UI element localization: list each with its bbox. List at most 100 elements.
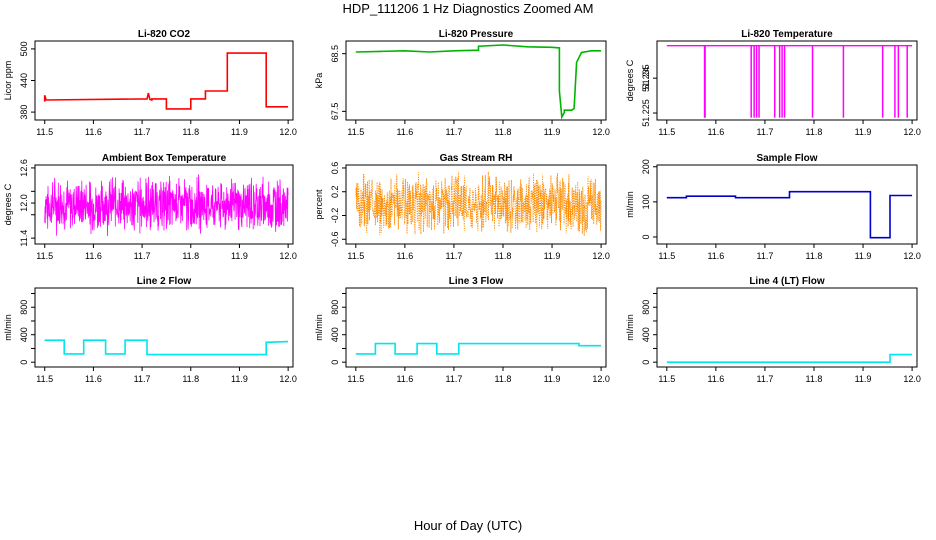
x-tick-label: 11.5 bbox=[347, 251, 364, 261]
x-tick-label: 11.5 bbox=[36, 251, 53, 261]
y-tick-label: 380 bbox=[19, 105, 29, 120]
x-tick-label: 11.7 bbox=[445, 251, 462, 261]
series-line3 bbox=[355, 342, 602, 355]
x-tick-label: 11.9 bbox=[231, 127, 248, 137]
y-tick-label: 67.5 bbox=[330, 103, 340, 121]
series-line bbox=[355, 44, 602, 120]
series-line2 bbox=[44, 339, 289, 356]
y-tick-label: 100 bbox=[641, 194, 651, 209]
chart-title: Gas Stream RH bbox=[440, 153, 513, 164]
x-tick-label: 12.0 bbox=[592, 127, 610, 137]
y-tick-label: 0.6 bbox=[330, 162, 340, 175]
x-tick-label: 11.8 bbox=[495, 251, 512, 261]
x-tick-label: 11.5 bbox=[658, 374, 675, 384]
x-tick-label: 11.7 bbox=[134, 127, 151, 137]
y-axis-title: percent bbox=[314, 189, 324, 220]
chart-ambient: Ambient Box Temperature degrees C 11.5 11.6… bbox=[3, 153, 297, 261]
y-tick-label: 51.235 bbox=[641, 64, 651, 92]
x-tick-label: 11.9 bbox=[855, 374, 872, 384]
y-tick-label: 68.5 bbox=[330, 45, 340, 63]
series-line bbox=[666, 353, 913, 364]
x-tick-label: 12.0 bbox=[592, 251, 610, 261]
chart-title: Line 2 Flow bbox=[137, 276, 192, 287]
plot-frame bbox=[656, 164, 918, 245]
x-tick-label: 11.6 bbox=[396, 374, 413, 384]
y-tick-label: 51.225 bbox=[641, 99, 651, 127]
y-tick-label: 800 bbox=[641, 300, 651, 315]
y-tick-label: 0.2 bbox=[330, 185, 340, 198]
series-line bbox=[44, 174, 289, 237]
x-tick-label: 11.6 bbox=[707, 251, 724, 261]
x-tick-label: 11.5 bbox=[347, 374, 364, 384]
series-co2 bbox=[43, 52, 289, 110]
y-tick-label: 12.0 bbox=[19, 194, 29, 212]
y-tick-label: 0 bbox=[19, 360, 29, 365]
x-tick-label: 12.0 bbox=[279, 374, 297, 384]
plot-frame bbox=[34, 164, 294, 245]
plot-frame bbox=[656, 40, 918, 121]
y-axis-title: degrees C bbox=[3, 183, 13, 225]
x-tick-label: 11.5 bbox=[658, 251, 675, 261]
plot-frame bbox=[34, 40, 294, 121]
x-tick-label: 11.9 bbox=[544, 251, 561, 261]
y-tick-label: 0 bbox=[330, 360, 340, 365]
y-tick-label: 500 bbox=[19, 41, 29, 56]
x-tick-label: 12.0 bbox=[903, 251, 921, 261]
chart-co2: Li-820 CO2 Licor ppm 11.5 11.6 11.7 11.8 11.9 1… bbox=[3, 29, 297, 137]
x-tick-label: 11.7 bbox=[134, 251, 151, 261]
plot-frame bbox=[656, 287, 918, 368]
series-ambient bbox=[44, 174, 289, 237]
chart-line3: Line 3 Flow ml/min 11.5 11.6 11.7 11.8 11.9 12.… bbox=[314, 276, 610, 384]
y-tick-label: 400 bbox=[19, 327, 29, 342]
x-tick-label: 11.8 bbox=[495, 127, 512, 137]
y-tick-label: 0 bbox=[641, 234, 651, 239]
chart-title: Ambient Box Temperature bbox=[102, 153, 227, 164]
x-tick-label: 11.8 bbox=[806, 251, 823, 261]
series-sample bbox=[666, 190, 913, 239]
plot-frame bbox=[345, 40, 607, 121]
chart-title: Li-820 Temperature bbox=[741, 29, 833, 40]
x-tick-label: 11.9 bbox=[855, 251, 872, 261]
y-tick-label: 200 bbox=[641, 159, 651, 174]
chart-line2: Line 2 Flow ml/min 11.5 11.6 11.7 11.8 11.9 12.… bbox=[3, 276, 297, 384]
x-tick-label: 11.7 bbox=[445, 374, 462, 384]
chart-rh: Gas Stream RH percent 11.5 11.6 11.7 11.8 11.9… bbox=[314, 153, 610, 261]
chart-title: Li-820 CO2 bbox=[138, 29, 191, 40]
x-tick-label: 11.9 bbox=[544, 374, 561, 384]
chart-sample: Sample Flow ml/min 11.5 11.6 11.7 11.8 11.9 12.… bbox=[625, 153, 921, 261]
x-tick-label: 11.7 bbox=[756, 127, 773, 137]
x-tick-label: 11.9 bbox=[855, 127, 872, 137]
series-line bbox=[355, 342, 602, 355]
y-tick-label: 11.4 bbox=[19, 230, 29, 247]
y-axis-title: ml/min bbox=[3, 314, 13, 341]
y-tick-label: 0 bbox=[641, 360, 651, 365]
chart-title: Line 4 (LT) Flow bbox=[749, 276, 825, 287]
chart-temperature: Li-820 Temperature degrees C 11.5 11.6 11.7 1… bbox=[625, 29, 921, 137]
x-tick-label: 11.5 bbox=[36, 374, 53, 384]
x-tick-label: 11.6 bbox=[707, 374, 724, 384]
y-tick-label: 400 bbox=[641, 327, 651, 342]
plot-frame bbox=[34, 287, 294, 368]
x-tick-label: 11.6 bbox=[707, 127, 724, 137]
x-tick-label: 11.9 bbox=[231, 251, 248, 261]
x-tick-label: 11.5 bbox=[36, 127, 53, 137]
series-line bbox=[44, 339, 289, 356]
y-tick-label: -0.2 bbox=[330, 208, 340, 224]
x-tick-label: 11.6 bbox=[85, 374, 102, 384]
x-tick-label: 11.8 bbox=[806, 127, 823, 137]
chart-title: Sample Flow bbox=[756, 153, 817, 164]
x-tick-label: 11.9 bbox=[231, 374, 248, 384]
x-tick-label: 12.0 bbox=[903, 374, 921, 384]
x-tick-label: 12.0 bbox=[903, 127, 921, 137]
chart-pressure: Li-820 Pressure kPa 11.5 11.6 11.7 11.8 11.9 12… bbox=[314, 29, 610, 137]
series-rh bbox=[355, 171, 602, 237]
x-tick-label: 11.7 bbox=[756, 374, 773, 384]
x-tick-label: 11.7 bbox=[756, 251, 773, 261]
x-tick-label: 11.8 bbox=[182, 127, 199, 137]
y-tick-label: 400 bbox=[330, 327, 340, 342]
chart-title: Li-820 Pressure bbox=[439, 29, 514, 40]
x-tick-label: 11.9 bbox=[544, 127, 561, 137]
y-axis-title: ml/min bbox=[625, 191, 635, 218]
x-tick-label: 12.0 bbox=[279, 251, 297, 261]
x-tick-label: 11.7 bbox=[134, 374, 151, 384]
